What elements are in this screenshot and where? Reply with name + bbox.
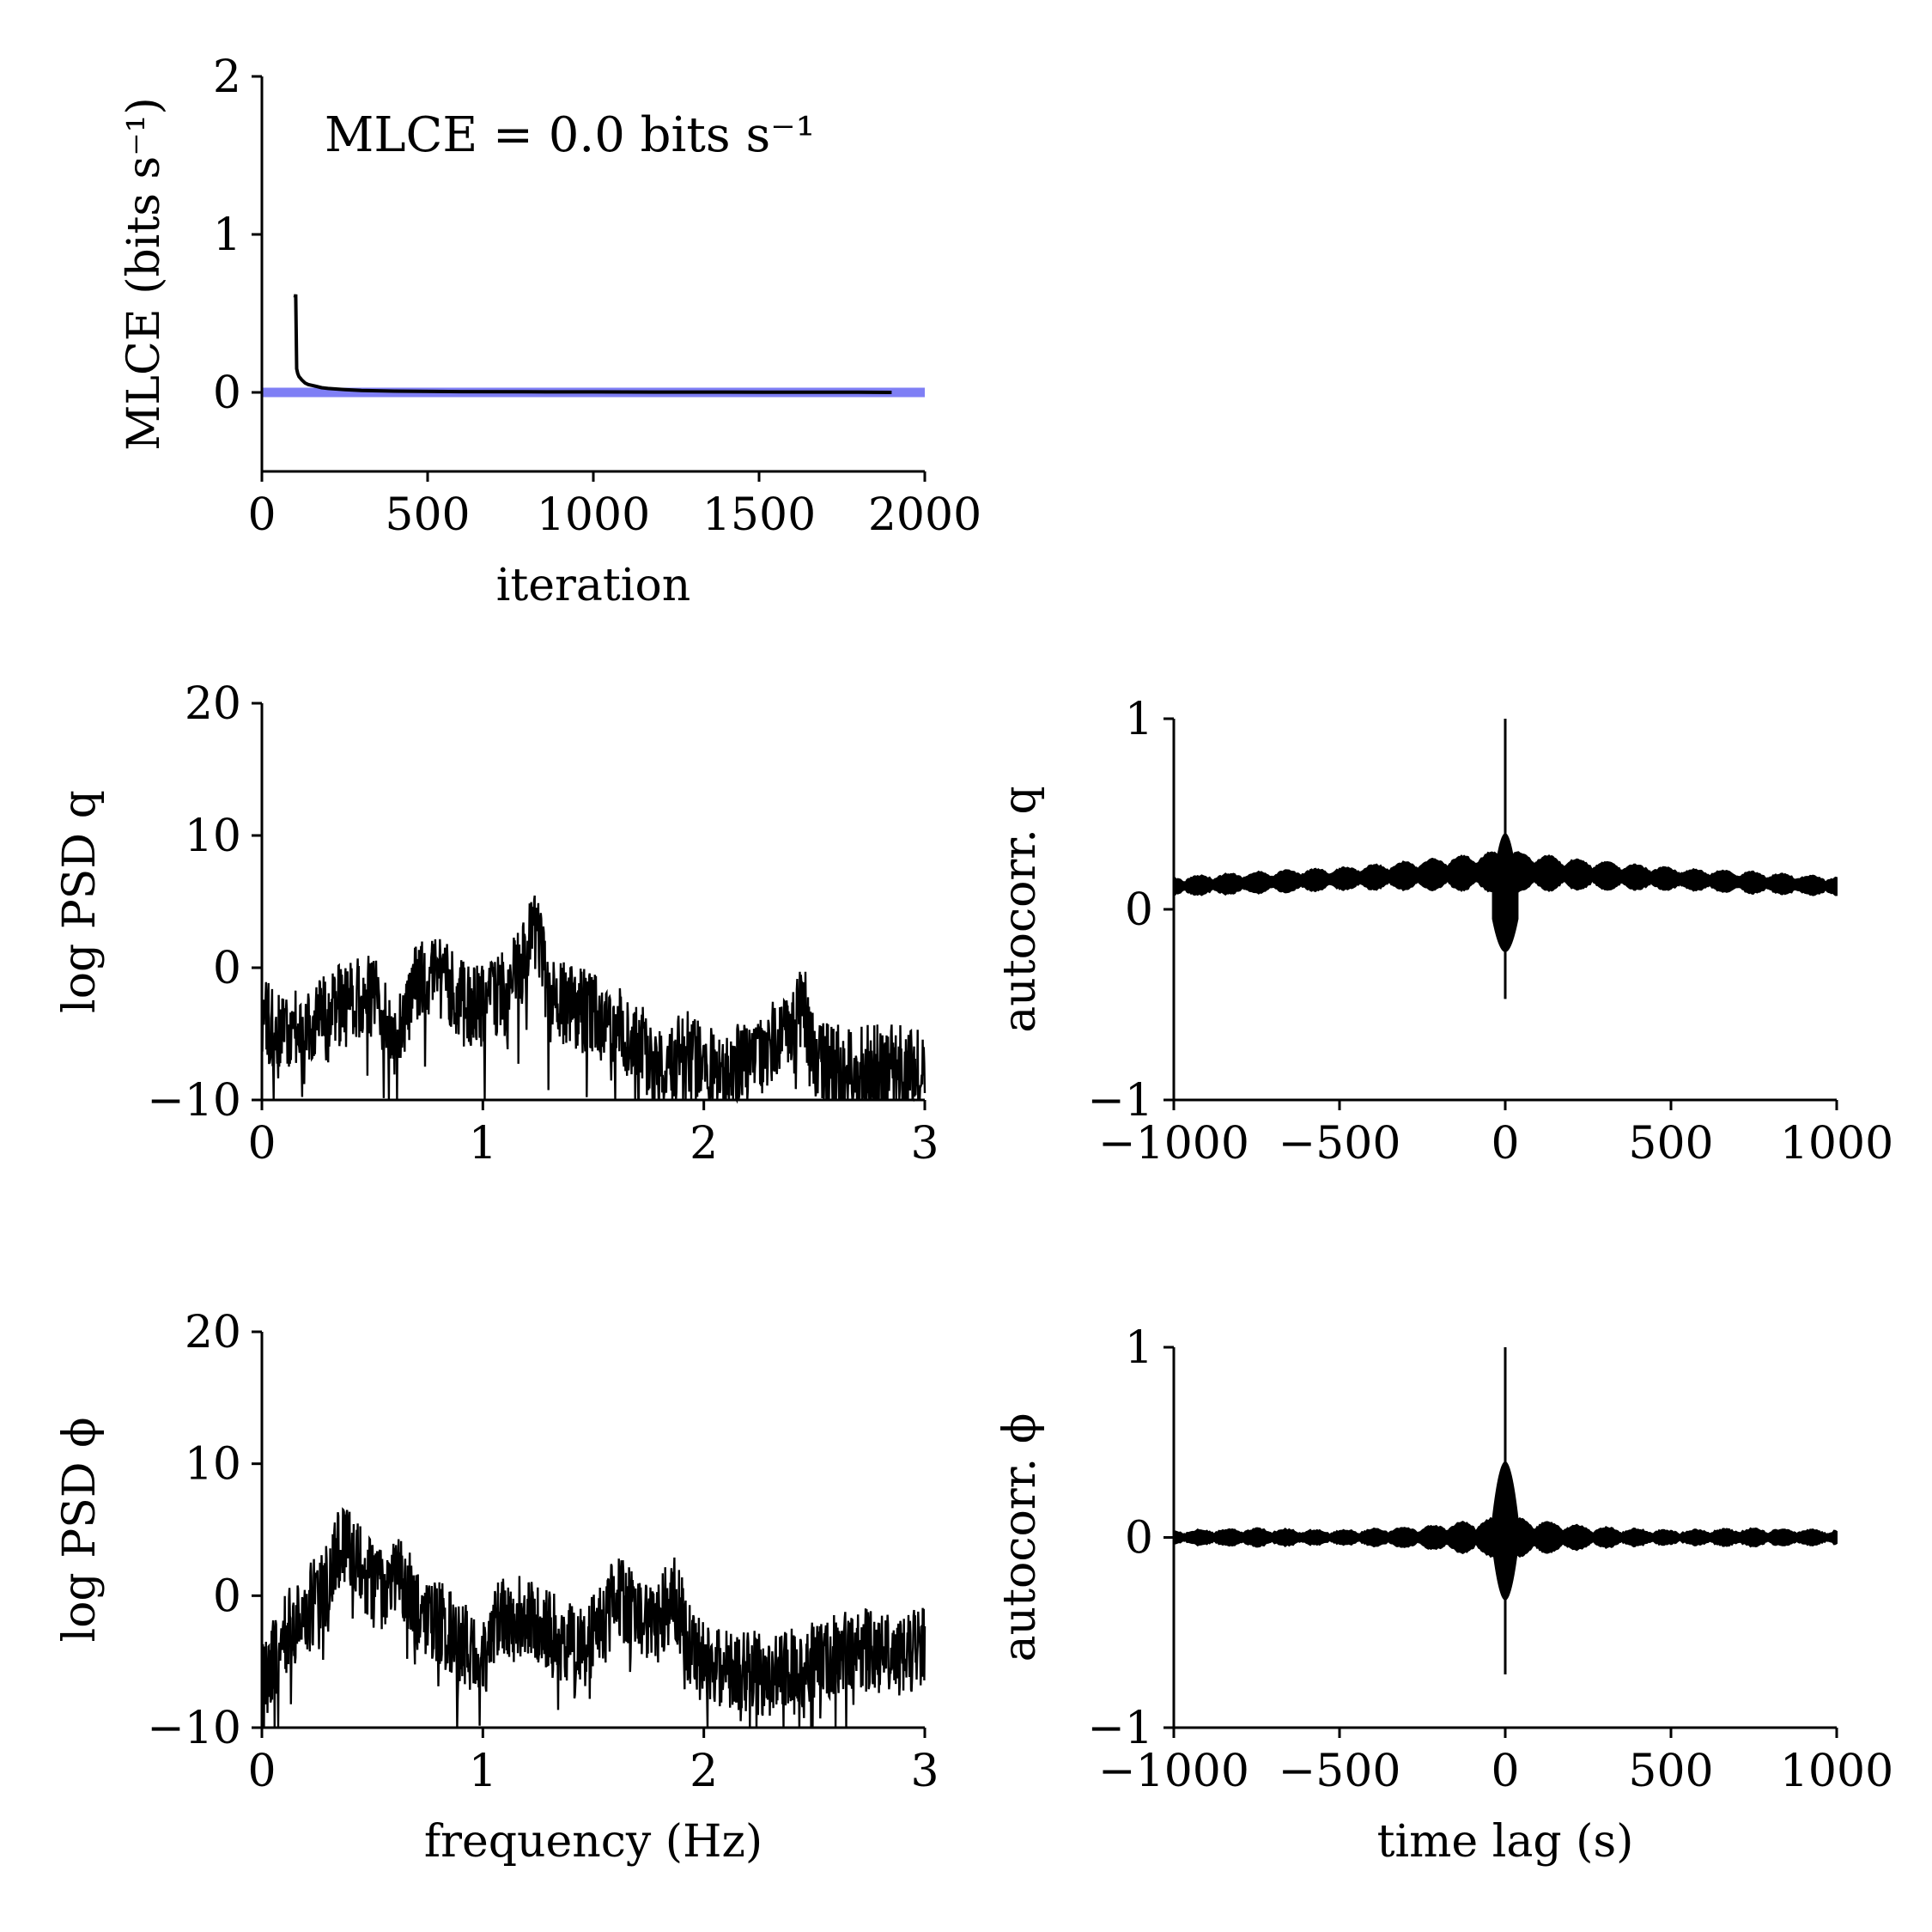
y-tick-label: −10 — [147, 1075, 241, 1127]
psd-series-line — [260, 895, 927, 1104]
x-axis-label: time lag (s) — [1377, 1816, 1634, 1868]
x-tick-label: −500 — [1279, 1118, 1401, 1170]
y-tick-label: 20 — [185, 1307, 241, 1358]
y-tick-label: 10 — [185, 811, 241, 862]
x-tick-label: 500 — [1628, 1746, 1713, 1797]
y-tick-label: 2 — [213, 52, 241, 103]
x-tick-label: −1000 — [1098, 1118, 1249, 1170]
x-tick-label: 0 — [247, 1118, 276, 1170]
x-axis-label: iteration — [496, 560, 690, 611]
y-tick-label: 0 — [213, 1571, 241, 1622]
y-tick-label: −1 — [1087, 1703, 1153, 1754]
x-tick-label: 1500 — [702, 489, 816, 541]
y-tick-label: 20 — [185, 678, 241, 730]
panel-mlce: MLCE = 0.0 bits s⁻¹ 0 500 1000 1500 2000 0 1 2 it… — [118, 52, 981, 611]
x-tick-label: 0 — [247, 1746, 276, 1797]
y-axis-label: log PSD ϕ — [54, 1417, 106, 1642]
y-tick-label: −1 — [1087, 1075, 1153, 1127]
y-tick-label: 0 — [213, 368, 241, 419]
x-tick-label: 0 — [1491, 1118, 1519, 1170]
x-tick-label: 1 — [469, 1118, 497, 1170]
y-tick-label: 1 — [1125, 694, 1153, 745]
x-axis-label: frequency (Hz) — [424, 1816, 762, 1868]
x-tick-label: 0 — [247, 489, 276, 541]
y-tick-label: 1 — [213, 210, 241, 261]
y-tick-label: 10 — [185, 1439, 241, 1491]
y-tick-label: 0 — [213, 943, 241, 994]
x-tick-label: 3 — [910, 1118, 939, 1170]
y-axis-label: log PSD q — [54, 790, 106, 1013]
mlce-annotation: MLCE = 0.0 bits s⁻¹ — [325, 107, 815, 163]
x-tick-label: 500 — [1628, 1118, 1713, 1170]
x-tick-label: 2 — [690, 1118, 718, 1170]
x-tick-label: 2 — [690, 1746, 718, 1797]
y-axis-label: autocorr. ϕ — [994, 1413, 1046, 1662]
autocorr-peak-core — [1492, 833, 1519, 952]
panel-autocorr-q: −1000 −500 0 500 1000 −1 0 1 autocorr. q — [994, 694, 1893, 1170]
y-tick-label: 0 — [1125, 1513, 1153, 1564]
x-tick-label: 1 — [469, 1746, 497, 1797]
mlce-series-line — [293, 294, 892, 394]
x-tick-label: 1000 — [1780, 1746, 1893, 1797]
x-tick-label: 2000 — [868, 489, 981, 541]
y-axis-label: autocorr. q — [994, 786, 1046, 1032]
x-tick-label: 500 — [385, 489, 470, 541]
x-tick-label: 3 — [910, 1746, 939, 1797]
psd-series-line — [260, 1507, 927, 1728]
autocorr-peak-core — [1492, 1461, 1519, 1601]
y-axis-label: MLCE (bits s⁻¹) — [118, 97, 170, 451]
x-tick-label: 1000 — [1780, 1118, 1893, 1170]
y-tick-label: 1 — [1125, 1322, 1153, 1374]
x-tick-label: 1000 — [537, 489, 650, 541]
x-tick-label: 0 — [1491, 1746, 1519, 1797]
panel-autocorr-phi: −1000 −500 0 500 1000 −1 0 1 time lag (s) autocor… — [994, 1322, 1893, 1868]
x-tick-label: −500 — [1279, 1746, 1401, 1797]
y-tick-label: −10 — [147, 1703, 241, 1754]
x-tick-label: −1000 — [1098, 1746, 1249, 1797]
y-tick-label: 0 — [1125, 884, 1153, 936]
